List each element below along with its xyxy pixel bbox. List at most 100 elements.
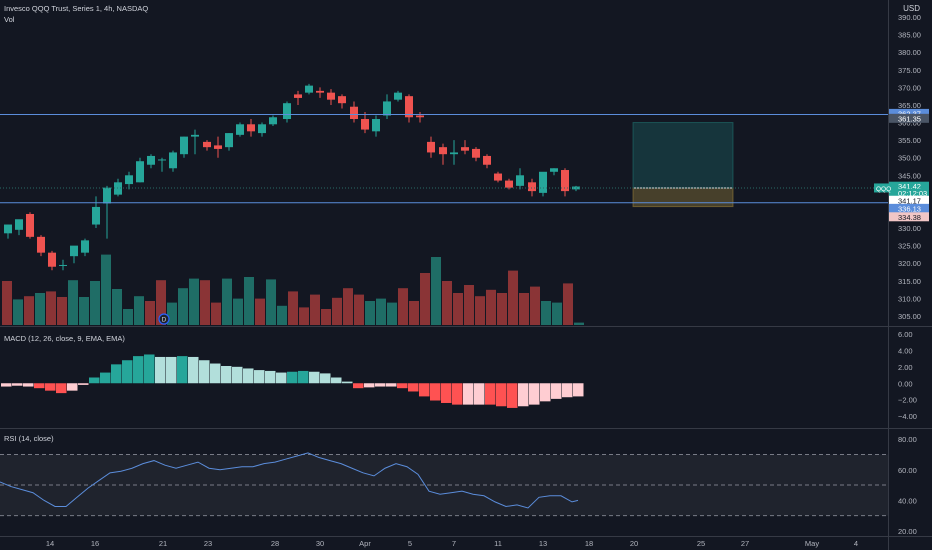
macd-tick-label: 6.00 xyxy=(898,330,913,339)
price-tick-label: 380.00 xyxy=(898,48,921,57)
stop-zone xyxy=(632,187,734,208)
macd-bar xyxy=(507,383,518,408)
candle-body xyxy=(269,117,277,125)
macd-bar xyxy=(463,383,474,405)
macd-bar xyxy=(265,370,276,384)
candle-body xyxy=(439,147,447,155)
time-tick-label: Apr xyxy=(359,539,371,548)
time-tick-label: 18 xyxy=(585,539,593,548)
time-axis[interactable]: 14 16 21 23 28 30 Apr 5 7 11 13 18 20 25 27 May 4 xyxy=(46,539,858,548)
candle-body xyxy=(327,92,335,100)
time-tick-label: 14 xyxy=(46,539,54,548)
time-tick-label: 30 xyxy=(316,539,324,548)
macd-bar xyxy=(78,383,89,385)
candle-body xyxy=(114,182,122,195)
volume-bar xyxy=(398,288,408,325)
price-label: 341.42 xyxy=(898,182,921,191)
volume-bar xyxy=(552,302,562,325)
macd-bar xyxy=(111,364,122,384)
price-candles: D xyxy=(4,83,580,325)
price-tick-label: 345.00 xyxy=(898,171,921,180)
candle-body xyxy=(158,159,166,161)
volume-bar xyxy=(343,288,353,325)
volume-bar xyxy=(475,296,485,325)
candle-body xyxy=(48,252,56,267)
macd-bar xyxy=(67,383,78,391)
horizontal-levels[interactable] xyxy=(0,113,888,204)
volume-bars xyxy=(2,254,584,325)
rsi-pane xyxy=(0,452,888,517)
price-tick-label: 310.00 xyxy=(898,294,921,303)
candle-body xyxy=(92,206,100,225)
volume-bar xyxy=(222,278,232,325)
volume-bar xyxy=(486,289,496,325)
candle-body xyxy=(214,145,222,149)
time-tick-label: 21 xyxy=(159,539,167,548)
macd-bar xyxy=(23,383,34,387)
candle-body xyxy=(70,245,78,257)
candle-body xyxy=(294,94,302,98)
macd-tick-label: −2.00 xyxy=(898,396,917,405)
price-label-bg xyxy=(889,188,929,198)
macd-bar xyxy=(496,383,507,407)
macd-bar xyxy=(540,383,551,402)
candle-body xyxy=(180,136,188,155)
price-label-bg xyxy=(889,113,929,123)
symbol-legend[interactable]: Invesco QQQ Trust, Series 1, 4h, NASDAQ xyxy=(4,4,148,13)
price-tick-label: 360.00 xyxy=(898,119,921,128)
candle-body xyxy=(15,219,23,230)
volume-bar xyxy=(46,291,56,325)
volume-bar xyxy=(541,301,551,325)
price-tick-label: 330.00 xyxy=(898,224,921,233)
volume-bar xyxy=(13,299,23,325)
price-tick-label: 375.00 xyxy=(898,66,921,75)
macd-bar xyxy=(573,383,584,397)
price-label: 02:12:03 xyxy=(898,189,927,198)
rsi-tick-label: 40.00 xyxy=(898,496,917,505)
macd-bar xyxy=(562,383,573,398)
macd-bar xyxy=(276,372,287,384)
macd-bar xyxy=(177,356,188,384)
macd-bar xyxy=(199,360,210,384)
currency-label: USD xyxy=(903,4,920,13)
volume-bar xyxy=(376,298,386,325)
candle-body xyxy=(494,173,502,181)
candle-body xyxy=(483,155,491,165)
volume-bar xyxy=(244,277,254,325)
time-tick-label: 27 xyxy=(741,539,749,548)
candle-body xyxy=(561,170,569,192)
price-label: 334.38 xyxy=(898,213,921,222)
volume-bar xyxy=(156,280,166,325)
time-tick-label: 20 xyxy=(630,539,638,548)
long-position-tool[interactable] xyxy=(632,122,734,208)
volume-legend[interactable]: Vol xyxy=(4,15,14,24)
dividend-marker xyxy=(158,313,170,325)
volume-bar xyxy=(233,298,243,325)
macd-bar xyxy=(419,383,430,397)
candle-body xyxy=(472,148,480,158)
rsi-tick-label: 20.00 xyxy=(898,527,917,536)
macd-bar xyxy=(309,371,320,384)
price-label-bg xyxy=(889,108,929,118)
volume-bar xyxy=(101,254,111,325)
volume-bar xyxy=(299,307,309,325)
rsi-legend[interactable]: RSI (14, close) xyxy=(4,434,54,443)
time-tick-label: 23 xyxy=(204,539,212,548)
candle-body xyxy=(236,124,244,135)
volume-bar xyxy=(189,278,199,325)
price-tick-label: 325.00 xyxy=(898,242,921,251)
price-axis[interactable]: 390.00 385.00 380.00 375.00 370.00 365.00 360.… xyxy=(874,13,929,536)
candle-body xyxy=(103,187,111,204)
price-tick-label: 370.00 xyxy=(898,83,921,92)
time-tick-label: 16 xyxy=(91,539,99,548)
macd-bar xyxy=(298,370,309,384)
macd-bar xyxy=(529,383,540,405)
candle-body xyxy=(203,141,211,148)
candle-body xyxy=(427,141,435,153)
volume-bar xyxy=(464,285,474,325)
volume-bar xyxy=(420,273,430,325)
volume-bar xyxy=(255,298,265,325)
macd-legend[interactable]: MACD (12, 26, close, 9, EMA, EMA) xyxy=(4,334,125,343)
price-label: 341.17 xyxy=(898,196,921,205)
